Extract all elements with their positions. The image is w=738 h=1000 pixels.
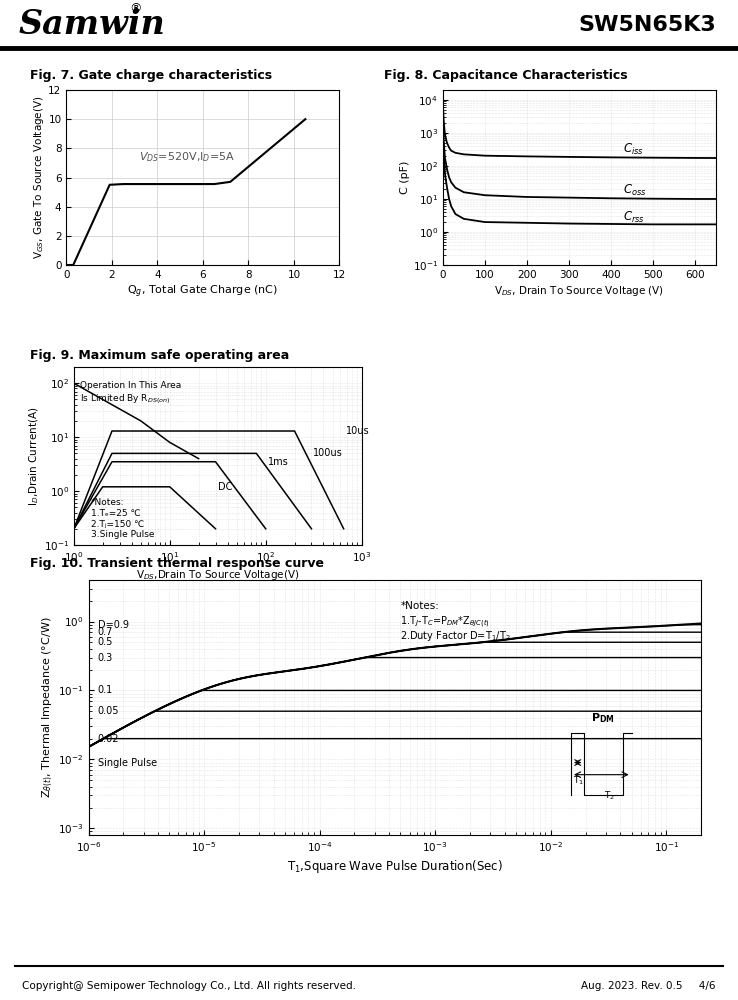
Y-axis label: I$_D$,Drain Current(A): I$_D$,Drain Current(A)	[27, 406, 41, 506]
Text: 1.Tₑ=25 ℃: 1.Tₑ=25 ℃	[91, 509, 140, 518]
Text: $C_{iss}$: $C_{iss}$	[624, 142, 644, 157]
Text: Single Pulse: Single Pulse	[97, 758, 157, 768]
X-axis label: V$_{DS}$, Drain To Source Voltage (V): V$_{DS}$, Drain To Source Voltage (V)	[494, 284, 664, 298]
X-axis label: Q$_g$, Total Gate Charge (nC): Q$_g$, Total Gate Charge (nC)	[128, 284, 278, 300]
Text: Fig. 7. Gate charge characteristics: Fig. 7. Gate charge characteristics	[30, 69, 272, 82]
Text: $C_{oss}$: $C_{oss}$	[624, 183, 647, 198]
Y-axis label: C (pF): C (pF)	[400, 161, 410, 194]
Text: SW5N65K3: SW5N65K3	[578, 15, 716, 35]
Text: Fig. 9. Maximum safe operating area: Fig. 9. Maximum safe operating area	[30, 349, 289, 362]
Text: 1.T$_J$-T$_C$=P$_{DM}$*Z$_{\theta JC(t)}$: 1.T$_J$-T$_C$=P$_{DM}$*Z$_{\theta JC(t)}…	[401, 615, 490, 630]
Text: Fig. 10. Transient thermal response curve: Fig. 10. Transient thermal response curv…	[30, 557, 323, 570]
Text: $C_{rss}$: $C_{rss}$	[624, 210, 646, 225]
Text: Aug. 2023. Rev. 0.5     4/6: Aug. 2023. Rev. 0.5 4/6	[582, 981, 716, 991]
Text: Is Limited By R$_{DS(on)}$: Is Limited By R$_{DS(on)}$	[80, 393, 170, 406]
Text: $V_{DS}$=520V,I$_D$=5A: $V_{DS}$=520V,I$_D$=5A	[139, 150, 235, 164]
Y-axis label: V$_{GS}$, Gate To Source Voltage(V): V$_{GS}$, Gate To Source Voltage(V)	[32, 96, 46, 259]
Text: 0.05: 0.05	[97, 706, 120, 716]
Text: ®: ®	[129, 2, 142, 15]
Text: DC: DC	[218, 482, 232, 492]
Text: 100us: 100us	[313, 448, 342, 458]
Text: 2.Duty Factor D=T$_1$/T$_2$: 2.Duty Factor D=T$_1$/T$_2$	[401, 629, 511, 643]
Text: 1ms: 1ms	[268, 457, 289, 467]
Text: D=0.9: D=0.9	[97, 620, 128, 630]
Text: 0.02: 0.02	[97, 734, 120, 744]
Text: Copyright@ Semipower Technology Co., Ltd. All rights reserved.: Copyright@ Semipower Technology Co., Ltd…	[22, 981, 356, 991]
Text: 3.Single Pulse: 3.Single Pulse	[91, 530, 154, 539]
X-axis label: T$_1$,Square Wave Pulse Duration(Sec): T$_1$,Square Wave Pulse Duration(Sec)	[287, 858, 503, 875]
Text: T$_1$: T$_1$	[573, 774, 584, 787]
Text: *Notes:: *Notes:	[401, 601, 439, 611]
Text: 0.1: 0.1	[97, 685, 113, 695]
Text: 10us: 10us	[345, 426, 369, 436]
Y-axis label: Z$_{\theta(t)}$, Thermal Impedance (°C/W): Z$_{\theta(t)}$, Thermal Impedance (°C/W…	[41, 617, 55, 798]
Text: Fig. 8. Capacitance Characteristics: Fig. 8. Capacitance Characteristics	[384, 69, 627, 82]
Text: 0.5: 0.5	[97, 637, 113, 647]
Text: $\mathbf{P_{DM}}$: $\mathbf{P_{DM}}$	[591, 711, 615, 725]
Text: Samwin: Samwin	[18, 8, 165, 41]
X-axis label: V$_{DS}$,Drain To Source Voltage(V): V$_{DS}$,Drain To Source Voltage(V)	[136, 568, 300, 582]
Text: 0.3: 0.3	[97, 653, 113, 663]
Text: Operation In This Area: Operation In This Area	[80, 381, 181, 390]
Text: 0.7: 0.7	[97, 627, 113, 637]
Text: 2.Tⱼ=150 ℃: 2.Tⱼ=150 ℃	[91, 520, 144, 529]
Text: T$_2$: T$_2$	[604, 790, 615, 802]
Text: *Notes:: *Notes:	[91, 498, 124, 507]
